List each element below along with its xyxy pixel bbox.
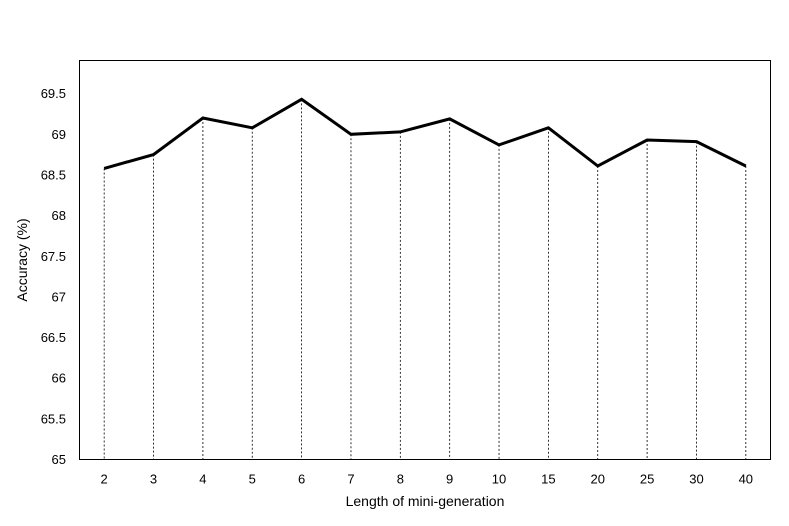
y-tick-label: 69 [52, 127, 66, 142]
y-tick-label: 66 [52, 371, 66, 386]
x-tick-label: 20 [591, 472, 605, 487]
y-tick-label: 65.5 [41, 411, 66, 426]
y-axis-ticks: 65 65.5 66 66.5 67 67.5 68 68.5 69 69.5 [41, 86, 66, 467]
plot-area-frame [79, 60, 771, 460]
x-tick-label: 40 [739, 472, 753, 487]
x-axis-ticks: 2 3 4 5 6 7 8 9 10 15 20 25 30 40 [101, 472, 753, 487]
y-tick-label: 68.5 [41, 167, 66, 182]
x-tick-label: 15 [541, 472, 555, 487]
x-tick-label: 4 [199, 472, 206, 487]
x-tick-label: 7 [347, 472, 354, 487]
y-tick-label: 65 [52, 452, 66, 467]
y-tick-label: 68 [52, 208, 66, 223]
x-tick-label: 2 [101, 472, 108, 487]
y-axis-title: Accuracy (%) [14, 218, 30, 301]
y-tick-label: 67 [52, 289, 66, 304]
x-tick-label: 3 [150, 472, 157, 487]
x-tick-label: 8 [397, 472, 404, 487]
series-line [103, 97, 747, 170]
x-tick-label: 6 [298, 472, 305, 487]
x-tick-label: 5 [249, 472, 256, 487]
x-tick-label: 30 [689, 472, 703, 487]
x-axis-title: Length of mini-generation [346, 493, 505, 509]
drop-lines [103, 99, 747, 460]
y-tick-label: 66.5 [41, 330, 66, 345]
y-tick-label: 67.5 [41, 249, 66, 264]
x-tick-label: 10 [492, 472, 506, 487]
x-tick-label: 9 [446, 472, 453, 487]
x-tick-label: 25 [640, 472, 654, 487]
y-tick-label: 69.5 [41, 86, 66, 101]
